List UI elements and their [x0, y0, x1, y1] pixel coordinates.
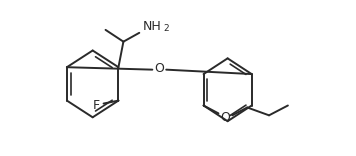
- Text: O: O: [220, 111, 230, 124]
- Text: 2: 2: [163, 24, 169, 33]
- Text: F: F: [93, 99, 100, 112]
- Text: NH: NH: [142, 20, 161, 33]
- Text: O: O: [155, 62, 164, 75]
